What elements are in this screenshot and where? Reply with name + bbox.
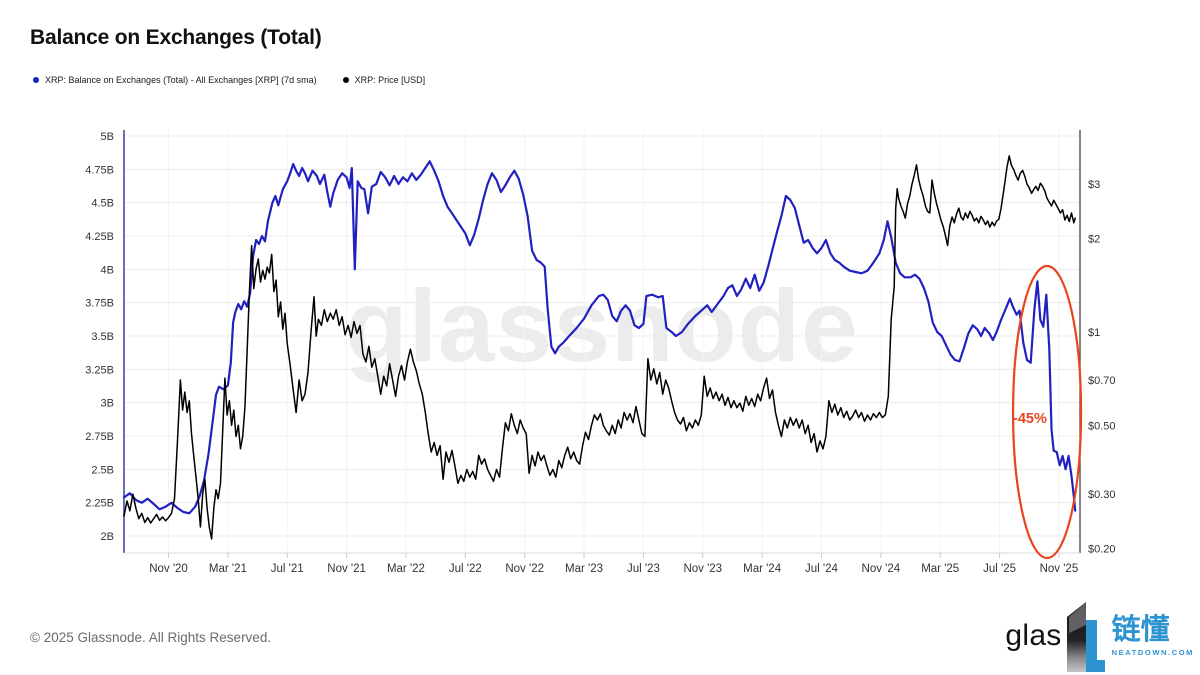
left-axis-tick-label: 4.5B <box>91 198 114 210</box>
right-axis-tick-label: $0.50 <box>1088 420 1116 432</box>
legend-label-price: XRP: Price [USD] <box>354 75 426 85</box>
x-axis-tick-label: Jul '21 <box>271 563 304 575</box>
left-axis-tick-label: 2.75B <box>85 431 114 443</box>
legend-dot-balance-icon <box>33 77 39 83</box>
x-axis-tick-label: Nov '21 <box>327 563 366 575</box>
x-axis-tick-label: Jul '22 <box>449 563 482 575</box>
left-axis-tick-label: 3.25B <box>85 364 114 376</box>
left-axis-tick-label: 3.75B <box>85 298 114 310</box>
x-axis-tick-label: Jul '23 <box>627 563 660 575</box>
neatdown-brand-text: 链懂 NEATDOWN.COM <box>1111 613 1194 658</box>
x-axis-tick-label: Jul '25 <box>983 563 1016 575</box>
right-axis-tick-label: $3 <box>1088 179 1100 191</box>
x-axis-tick-label: Mar '24 <box>743 563 782 575</box>
drop-ellipse <box>1011 264 1083 560</box>
neatdown-logo-icon <box>1066 602 1105 672</box>
legend-label-balance: XRP: Balance on Exchanges (Total) - All … <box>45 75 317 85</box>
x-axis-tick-label: Jul '24 <box>805 563 838 575</box>
x-axis-tick-label: Mar '23 <box>565 563 603 575</box>
drop-annotation-label: -45% <box>1013 411 1047 427</box>
left-axis-tick-label: 2B <box>101 531 114 543</box>
x-axis-tick-label: Nov '23 <box>683 563 722 575</box>
neatdown-site-url: NEATDOWN.COM <box>1111 648 1194 658</box>
copyright-text: © 2025 Glassnode. All Rights Reserved. <box>30 630 272 645</box>
x-axis-tick-label: Nov '22 <box>505 563 544 575</box>
right-axis-tick-label: $0.70 <box>1088 375 1116 387</box>
left-axis-tick-label: 3B <box>101 398 114 410</box>
brand-logos[interactable]: glas 链懂 NEATDOWN.COM <box>1005 599 1194 673</box>
balance-series-line[interactable] <box>122 160 1077 515</box>
left-axis-tick-label: 2.5B <box>91 464 114 476</box>
right-axis-tick-label: $0.30 <box>1088 489 1116 501</box>
x-axis-tick-label: Nov '20 <box>149 563 188 575</box>
left-axis-tick-label: 4.75B <box>85 164 114 176</box>
left-axis-tick-label: 4.25B <box>85 231 114 243</box>
legend-dot-price-icon <box>342 77 349 83</box>
x-axis-tick-label: Mar '25 <box>921 563 959 575</box>
right-axis-tick-label: $1 <box>1088 327 1100 339</box>
left-axis-tick-label: 5B <box>101 131 114 143</box>
left-axis-tick-label: 2.25B <box>85 498 114 510</box>
x-axis-tick-label: Mar '22 <box>387 563 425 575</box>
chart-legend: XRP: Balance on Exchanges (Total) - All … <box>33 75 425 85</box>
x-axis-tick-label: Nov '24 <box>862 563 901 575</box>
left-axis-tick-label: 3.5B <box>91 331 114 343</box>
page-title: Balance on Exchanges (Total) <box>30 26 322 49</box>
legend-item-balance[interactable]: XRP: Balance on Exchanges (Total) - All … <box>33 75 317 85</box>
right-axis-tick-label: $2 <box>1088 234 1100 246</box>
price-series-line[interactable] <box>123 155 1076 540</box>
glassnode-wordmark-partial: glas <box>1005 619 1062 652</box>
x-axis-tick-label: Mar '21 <box>209 563 247 575</box>
legend-item-price[interactable]: XRP: Price [USD] <box>342 75 426 85</box>
left-axis-tick-label: 4B <box>101 264 114 276</box>
x-axis-tick-label: Nov '25 <box>1040 563 1079 575</box>
neatdown-chinese-name: 链懂 <box>1111 613 1170 646</box>
right-axis-tick-label: $0.20 <box>1088 544 1116 556</box>
